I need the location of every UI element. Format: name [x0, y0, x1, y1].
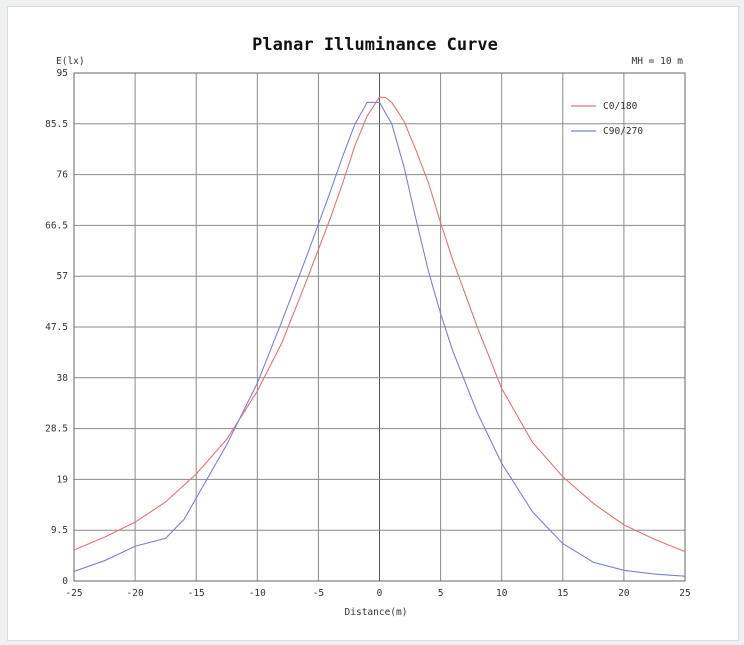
series-line-c0-180	[73, 96, 686, 553]
y-tick-labels: 0 9.5 19 28.5 38 47.5 57 66.5 76 85.5 95	[45, 68, 68, 587]
y-tick-label: 66.5	[45, 220, 68, 231]
chart-panel: Planar Illuminance Curve E(lx) MH = 10 m…	[7, 6, 739, 641]
x-tick-label: -25	[65, 588, 82, 599]
x-tick-label: 25	[679, 588, 690, 599]
legend: C0/180 C90/270	[571, 101, 643, 137]
y-tick-label: 85.5	[45, 119, 68, 130]
x-tick-label: 0	[377, 588, 383, 599]
x-tick-label: 20	[618, 588, 630, 599]
series-line-c90-270	[73, 101, 686, 577]
y-axis-label: E(lx)	[56, 56, 85, 67]
legend-label: C90/270	[603, 126, 643, 137]
x-tick-label: 5	[438, 588, 444, 599]
x-tick-label: 10	[496, 588, 508, 599]
x-tick-label: 15	[557, 588, 568, 599]
y-tick-label: 95	[57, 68, 68, 79]
y-tick-label: 38	[57, 373, 69, 384]
grid-lines	[73, 72, 686, 582]
x-tick-label: -20	[127, 588, 144, 599]
y-tick-label: 47.5	[45, 322, 68, 333]
plot-border	[73, 72, 686, 582]
y-tick-label: 57	[57, 271, 68, 282]
series-lines	[73, 96, 686, 577]
x-tick-labels: -25 -20 -15 -10 -5 0 5 10 15 20 25	[65, 588, 690, 599]
x-tick-label: -15	[188, 588, 205, 599]
x-tick-label: -5	[313, 588, 324, 599]
y-tick-label: 0	[62, 576, 68, 587]
x-tick-label: -10	[249, 588, 266, 599]
y-tick-label: 19	[57, 474, 69, 485]
y-tick-label: 28.5	[45, 424, 68, 435]
y-tick-label: 9.5	[51, 525, 68, 536]
x-axis-label: Distance(m)	[345, 607, 408, 618]
illuminance-chart: Planar Illuminance Curve E(lx) MH = 10 m…	[45, 35, 691, 618]
y-tick-label: 76	[57, 170, 69, 181]
mounting-height-annotation: MH = 10 m	[632, 56, 684, 67]
legend-label: C0/180	[603, 101, 638, 112]
chart-title: Planar Illuminance Curve	[252, 35, 498, 55]
